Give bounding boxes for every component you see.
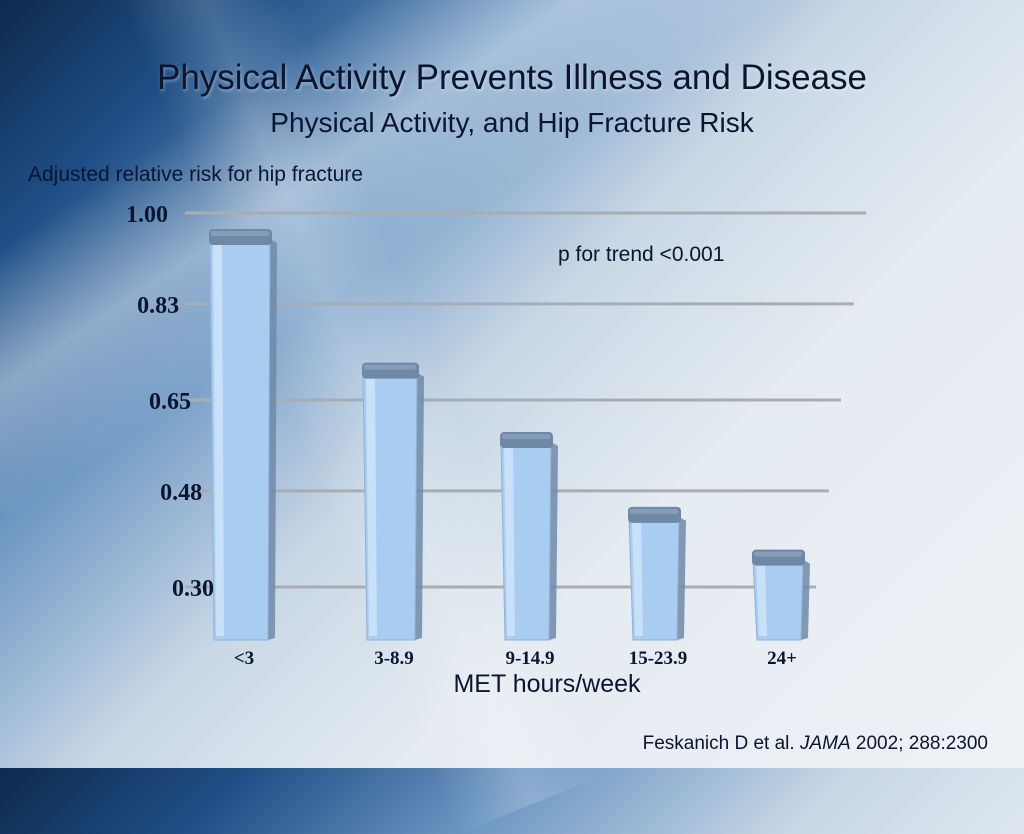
slide-title: Physical Activity Prevents Illness and D… bbox=[156, 58, 868, 97]
trend-annotation: p for trend <0.001 bbox=[558, 243, 725, 266]
y-axis-label: Adjusted relative risk for hip fracture bbox=[28, 163, 363, 186]
y-tick-label: 0.48 bbox=[160, 480, 202, 506]
x-category-label: <3 bbox=[234, 648, 254, 669]
bar-0 bbox=[209, 229, 277, 641]
y-tick-label: 0.83 bbox=[137, 293, 179, 319]
bar-3 bbox=[628, 506, 686, 641]
x-category-label: 9-14.9 bbox=[505, 648, 554, 669]
citation-authors: Feskanich D et al. bbox=[642, 733, 795, 754]
citation-journal: JAMA bbox=[799, 733, 851, 754]
bar-chart: 1.00 0.83 0.65 0.48 0.30 <3 3-8.9 9-14.9 15-23.9… bbox=[126, 202, 866, 669]
x-category-label: 3-8.9 bbox=[374, 648, 414, 669]
citation: Feskanich D et al. JAMA 2002; 288:2300 bbox=[643, 733, 988, 755]
y-tick-label: 1.00 bbox=[126, 202, 168, 228]
y-tick-label: 0.65 bbox=[149, 389, 191, 415]
x-category-label: 15-23.9 bbox=[629, 648, 688, 669]
citation-details: 2002; 288:2300 bbox=[855, 733, 988, 754]
bar-1 bbox=[362, 362, 424, 641]
y-tick-label: 0.30 bbox=[172, 576, 214, 602]
x-axis-label: MET hours/week bbox=[453, 670, 641, 698]
bar-4 bbox=[752, 549, 810, 641]
slide-subtitle: Physical Activity, and Hip Fracture Risk bbox=[270, 107, 754, 138]
bar-2 bbox=[500, 432, 558, 641]
x-category-label: 24+ bbox=[767, 648, 797, 669]
